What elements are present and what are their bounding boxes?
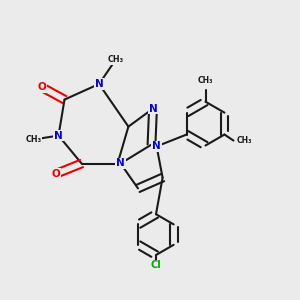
Text: N: N [148, 103, 158, 114]
Text: N: N [152, 141, 161, 152]
Text: Cl: Cl [151, 260, 161, 270]
Text: N: N [54, 130, 63, 141]
Text: CH₃: CH₃ [237, 136, 253, 145]
Text: CH₃: CH₃ [198, 76, 213, 85]
Text: N: N [94, 79, 103, 89]
Text: N: N [116, 158, 125, 169]
Text: CH₃: CH₃ [107, 56, 124, 64]
Text: CH₃: CH₃ [26, 135, 42, 144]
Text: O: O [37, 82, 46, 92]
Text: O: O [51, 169, 60, 179]
